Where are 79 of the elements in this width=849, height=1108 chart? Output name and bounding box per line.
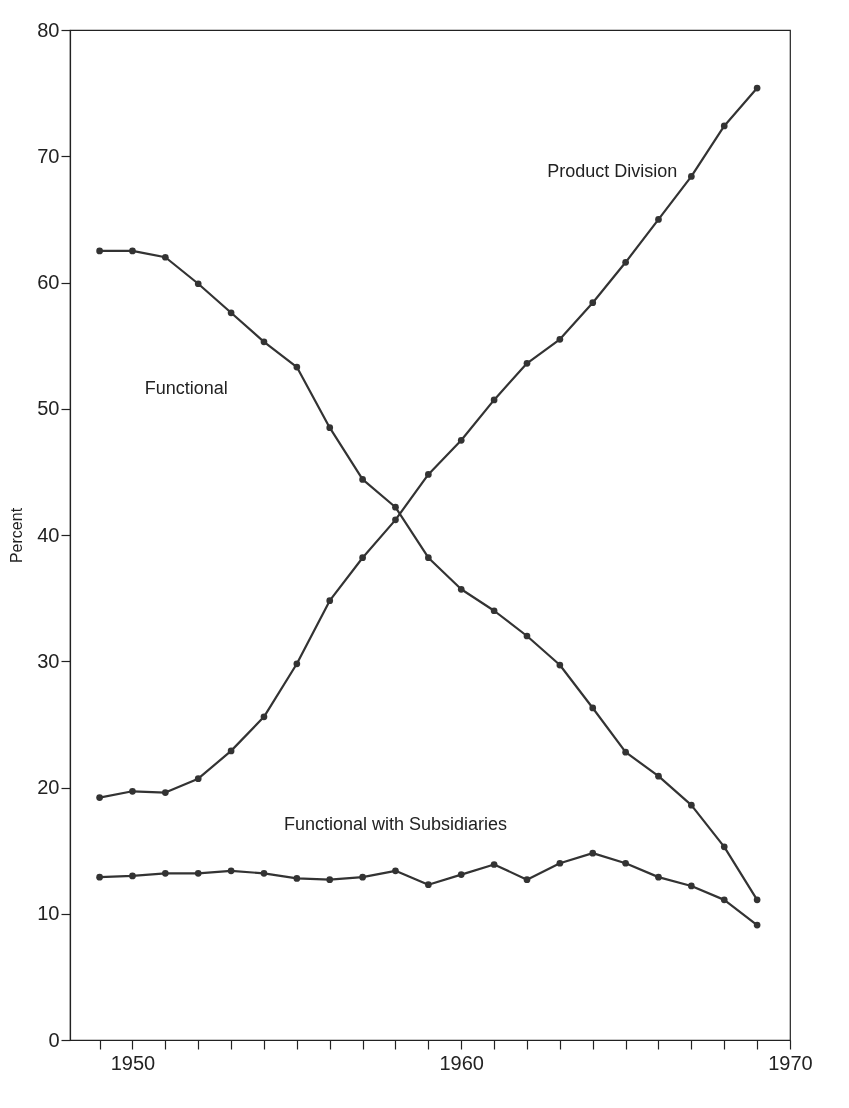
point <box>293 875 301 882</box>
series-label: Product Division <box>547 161 678 182</box>
point <box>688 882 695 890</box>
point <box>194 775 202 783</box>
y-tick-label: 20 <box>37 776 60 798</box>
point <box>490 607 498 615</box>
point <box>589 299 597 307</box>
y-tick-label: 50 <box>37 397 60 420</box>
point <box>326 876 334 884</box>
point <box>326 597 334 604</box>
point <box>556 859 564 867</box>
point <box>129 872 136 880</box>
point <box>490 861 498 868</box>
point <box>161 253 169 261</box>
point <box>161 789 169 796</box>
point <box>129 787 136 795</box>
y-axis-title: Percent <box>8 507 26 564</box>
point <box>457 871 465 878</box>
point <box>490 396 498 404</box>
point <box>227 747 235 755</box>
y-tick-label: 10 <box>37 902 60 925</box>
point <box>720 896 728 904</box>
point <box>392 503 399 511</box>
point <box>457 436 465 444</box>
point <box>589 704 597 712</box>
point <box>556 661 564 669</box>
point <box>457 585 465 593</box>
y-tick-label: 80 <box>37 18 60 41</box>
point <box>359 873 366 881</box>
point <box>425 554 432 562</box>
point <box>688 801 695 809</box>
point <box>720 843 728 851</box>
point <box>753 921 761 929</box>
point <box>425 881 432 889</box>
text: Functional <box>144 377 228 398</box>
point <box>720 122 728 130</box>
point <box>556 335 564 343</box>
point <box>227 309 235 317</box>
point <box>392 516 399 524</box>
y-tick-label: 30 <box>37 649 60 672</box>
point <box>161 870 169 877</box>
y-tick-label: 70 <box>37 144 60 167</box>
point <box>326 424 334 432</box>
point <box>194 870 202 877</box>
point <box>96 873 103 881</box>
series-label: Functional with Subsidiaries <box>283 813 508 834</box>
point <box>129 247 136 255</box>
y-tick-label: 0 <box>48 1028 60 1051</box>
point <box>293 660 301 668</box>
point <box>260 713 268 721</box>
point <box>392 867 399 875</box>
point <box>359 554 366 562</box>
point <box>688 173 695 180</box>
point <box>194 280 202 288</box>
point <box>523 359 531 367</box>
x-tick-label: 1970 <box>768 1051 813 1074</box>
y-tick-label: 40 <box>37 523 60 546</box>
point <box>227 867 235 875</box>
point <box>359 476 366 483</box>
point <box>523 632 531 640</box>
point <box>655 216 662 223</box>
point <box>96 794 103 801</box>
x-tick-label: 1960 <box>439 1051 484 1074</box>
point <box>753 896 761 904</box>
point <box>655 873 662 881</box>
y-tick-label: 60 <box>37 271 60 293</box>
point <box>622 258 629 266</box>
point <box>622 748 629 756</box>
point <box>293 363 301 371</box>
point <box>655 772 662 780</box>
point <box>523 876 531 884</box>
point <box>589 849 597 857</box>
point <box>260 338 268 346</box>
point <box>753 84 761 92</box>
point <box>96 247 103 255</box>
point <box>260 870 268 877</box>
point <box>622 859 629 867</box>
point <box>425 471 432 478</box>
x-tick-label: 1950 <box>110 1051 156 1074</box>
